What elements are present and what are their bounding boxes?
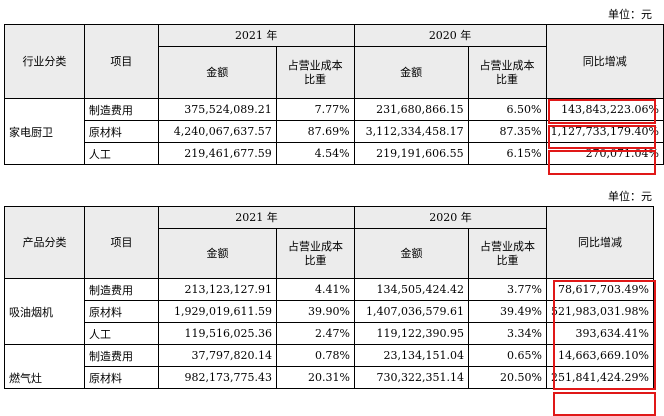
table-row: 原材料 1,929,019,611.59 39.90% 1,407,036,57… bbox=[5, 300, 654, 323]
table-row: 人工 219,461,677.59 4.54% 219,191,606.55 6… bbox=[5, 142, 664, 165]
category-cell: 燃气灶 bbox=[4, 344, 85, 389]
ratio-2020-cell: 6.50% bbox=[467, 98, 547, 121]
ratio-2020-cell: 0.65% bbox=[468, 344, 547, 367]
yoy-cell: 251,841,424.29% bbox=[546, 366, 654, 389]
ratio-2021-cell: 39.90% bbox=[276, 300, 355, 323]
amount-2020-cell: 219,191,606.55 bbox=[353, 142, 469, 165]
amount-2021-cell: 37,797,820.14 bbox=[158, 344, 277, 367]
table-row: 原材料 982,173,775.43 20.31% 730,322,351.14… bbox=[5, 366, 654, 389]
amount-2021-cell: 375,524,089.21 bbox=[157, 98, 277, 121]
table-row: 燃气灶 制造费用 37,797,820.14 0.78% 23,134,151.… bbox=[4, 344, 654, 389]
item-cell: 原材料 bbox=[83, 120, 159, 143]
yoy-cell: 78,617,703.49% bbox=[546, 278, 654, 301]
ratio-2020-cell: 87.35% bbox=[467, 120, 547, 143]
yoy-cell: 1,127,733,179.40% bbox=[545, 120, 664, 143]
ratio-2021-cell: 0.78% bbox=[276, 344, 355, 367]
amount-2020-cell: 23,134,151.04 bbox=[354, 344, 469, 367]
header-item: 项目 bbox=[84, 206, 159, 279]
header-year-2020: 2020 年 bbox=[353, 24, 547, 47]
header-ratio-2021: 占营业成本 比重 bbox=[276, 228, 355, 279]
amount-2021-cell: 4,240,067,637.57 bbox=[157, 120, 277, 143]
item-cell: 原材料 bbox=[84, 366, 159, 389]
item-cell: 制造费用 bbox=[84, 344, 159, 367]
amount-2021-cell: 119,516,025.36 bbox=[158, 322, 277, 345]
cost-table-industry: 行业分类 项目 2021 年 2020 年 同比增减 金额 占营业成本 比重 金额… bbox=[4, 24, 664, 165]
yoy-cell: 393,634.41% bbox=[546, 322, 654, 345]
header-category: 行业分类 bbox=[4, 24, 85, 99]
item-cell: 原材料 bbox=[84, 300, 159, 323]
amount-2021-cell: 213,123,127.91 bbox=[158, 278, 277, 301]
header-yoy: 同比增减 bbox=[545, 24, 664, 99]
yoy-cell: 521,983,031.98% bbox=[546, 300, 654, 323]
ratio-2020-cell: 3.34% bbox=[468, 322, 547, 345]
header-amount-2021: 金额 bbox=[157, 46, 277, 99]
ratio-2020-cell: 3.77% bbox=[468, 278, 547, 301]
amount-2021-cell: 219,461,677.59 bbox=[157, 142, 277, 165]
amount-2021-cell: 1,929,019,611.59 bbox=[158, 300, 277, 323]
amount-2020-cell: 134,505,424.42 bbox=[354, 278, 469, 301]
item-cell: 制造费用 bbox=[84, 278, 159, 301]
header-ratio-2021: 占营业成本 比重 bbox=[275, 46, 355, 99]
table-row: 家电厨卫 制造费用 375,524,089.21 7.77% 231,680,8… bbox=[4, 98, 664, 165]
header-amount-2020: 金额 bbox=[354, 228, 469, 279]
header-ratio-2020: 占营业成本 比重 bbox=[467, 46, 547, 99]
highlight-box bbox=[553, 392, 656, 416]
header-item: 项目 bbox=[83, 24, 159, 99]
ratio-2020-cell: 20.50% bbox=[468, 366, 547, 389]
amount-2020-cell: 1,407,036,579.61 bbox=[354, 300, 469, 323]
yoy-cell: 270,071.04% bbox=[545, 142, 664, 165]
header-ratio-2020: 占营业成本 比重 bbox=[468, 228, 547, 279]
unit-label-bottom: 单位：元 bbox=[608, 190, 652, 203]
header-year-2020: 2020 年 bbox=[354, 206, 547, 229]
item-cell: 人工 bbox=[83, 142, 159, 165]
table-row: 人工 119,516,025.36 2.47% 119,122,390.95 3… bbox=[5, 322, 654, 345]
category-cell: 家电厨卫 bbox=[4, 98, 85, 165]
header-category: 产品分类 bbox=[4, 206, 85, 279]
amount-2020-cell: 231,680,866.15 bbox=[353, 98, 469, 121]
ratio-2021-cell: 4.41% bbox=[276, 278, 355, 301]
ratio-2021-cell: 87.69% bbox=[275, 120, 355, 143]
header-year-2021: 2021 年 bbox=[158, 206, 355, 229]
header-year-2021: 2021 年 bbox=[157, 24, 355, 47]
item-cell: 制造费用 bbox=[83, 98, 159, 121]
table-row: 原材料 4,240,067,637.57 87.69% 3,112,334,45… bbox=[5, 120, 664, 143]
amount-2020-cell: 119,122,390.95 bbox=[354, 322, 469, 345]
yoy-cell: 143,843,223.06% bbox=[545, 98, 664, 121]
category-cell: 吸油烟机 bbox=[4, 278, 85, 345]
unit-label-top: 单位：元 bbox=[608, 8, 652, 21]
header-yoy: 同比增减 bbox=[546, 206, 654, 279]
item-cell: 人工 bbox=[84, 322, 159, 345]
ratio-2021-cell: 20.31% bbox=[276, 366, 355, 389]
yoy-cell: 14,663,669.10% bbox=[546, 344, 654, 367]
table-row: 吸油烟机 制造费用 213,123,127.91 4.41% 134,505,4… bbox=[4, 278, 654, 345]
ratio-2020-cell: 39.49% bbox=[468, 300, 547, 323]
amount-2020-cell: 3,112,334,458.17 bbox=[353, 120, 469, 143]
amount-2021-cell: 982,173,775.43 bbox=[158, 366, 277, 389]
cost-table-product: 产品分类 项目 2021 年 2020 年 同比增减 金额 占营业成本 比重 金额… bbox=[4, 206, 654, 389]
ratio-2021-cell: 7.77% bbox=[275, 98, 355, 121]
header-amount-2021: 金额 bbox=[158, 228, 277, 279]
header-amount-2020: 金额 bbox=[353, 46, 469, 99]
ratio-2020-cell: 6.15% bbox=[467, 142, 547, 165]
ratio-2021-cell: 4.54% bbox=[275, 142, 355, 165]
amount-2020-cell: 730,322,351.14 bbox=[354, 366, 469, 389]
ratio-2021-cell: 2.47% bbox=[276, 322, 355, 345]
